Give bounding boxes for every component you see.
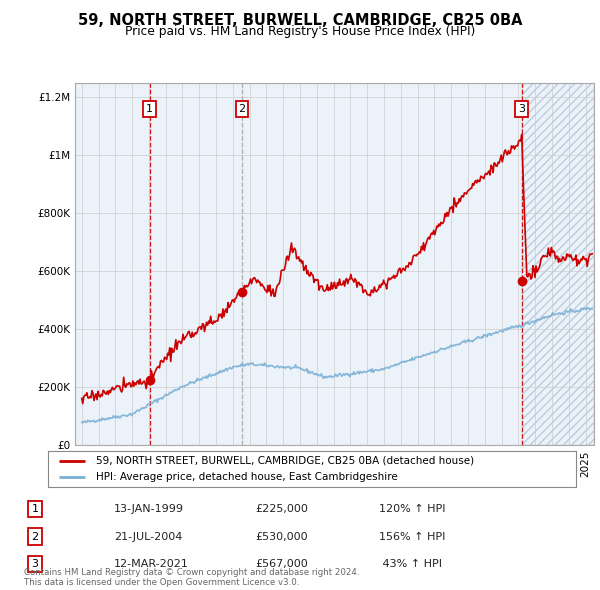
Text: £225,000: £225,000	[255, 504, 308, 514]
Text: 21-JUL-2004: 21-JUL-2004	[114, 532, 182, 542]
Text: 1: 1	[146, 104, 153, 114]
Text: 120% ↑ HPI: 120% ↑ HPI	[379, 504, 445, 514]
Text: Price paid vs. HM Land Registry's House Price Index (HPI): Price paid vs. HM Land Registry's House …	[125, 25, 475, 38]
Bar	[149, 83, 242, 445]
Text: 3: 3	[31, 559, 38, 569]
Text: HPI: Average price, detached house, East Cambridgeshire: HPI: Average price, detached house, East…	[95, 472, 397, 482]
Text: 2: 2	[239, 104, 245, 114]
Text: £567,000: £567,000	[255, 559, 308, 569]
Text: 12-MAR-2021: 12-MAR-2021	[114, 559, 189, 569]
Text: 59, NORTH STREET, BURWELL, CAMBRIDGE, CB25 0BA: 59, NORTH STREET, BURWELL, CAMBRIDGE, CB…	[78, 13, 522, 28]
Bar	[75, 83, 149, 445]
Text: 156% ↑ HPI: 156% ↑ HPI	[379, 532, 445, 542]
Text: 59, NORTH STREET, BURWELL, CAMBRIDGE, CB25 0BA (detached house): 59, NORTH STREET, BURWELL, CAMBRIDGE, CB…	[95, 456, 473, 466]
Bar	[242, 83, 522, 445]
Text: Contains HM Land Registry data © Crown copyright and database right 2024.
This d: Contains HM Land Registry data © Crown c…	[24, 568, 359, 587]
Text: 1: 1	[31, 504, 38, 514]
Text: 3: 3	[518, 104, 525, 114]
Text: 43% ↑ HPI: 43% ↑ HPI	[379, 559, 442, 569]
Text: 13-JAN-1999: 13-JAN-1999	[114, 504, 184, 514]
Bar	[522, 83, 594, 445]
Text: £530,000: £530,000	[255, 532, 308, 542]
Text: 2: 2	[31, 532, 38, 542]
Bar	[522, 83, 594, 445]
